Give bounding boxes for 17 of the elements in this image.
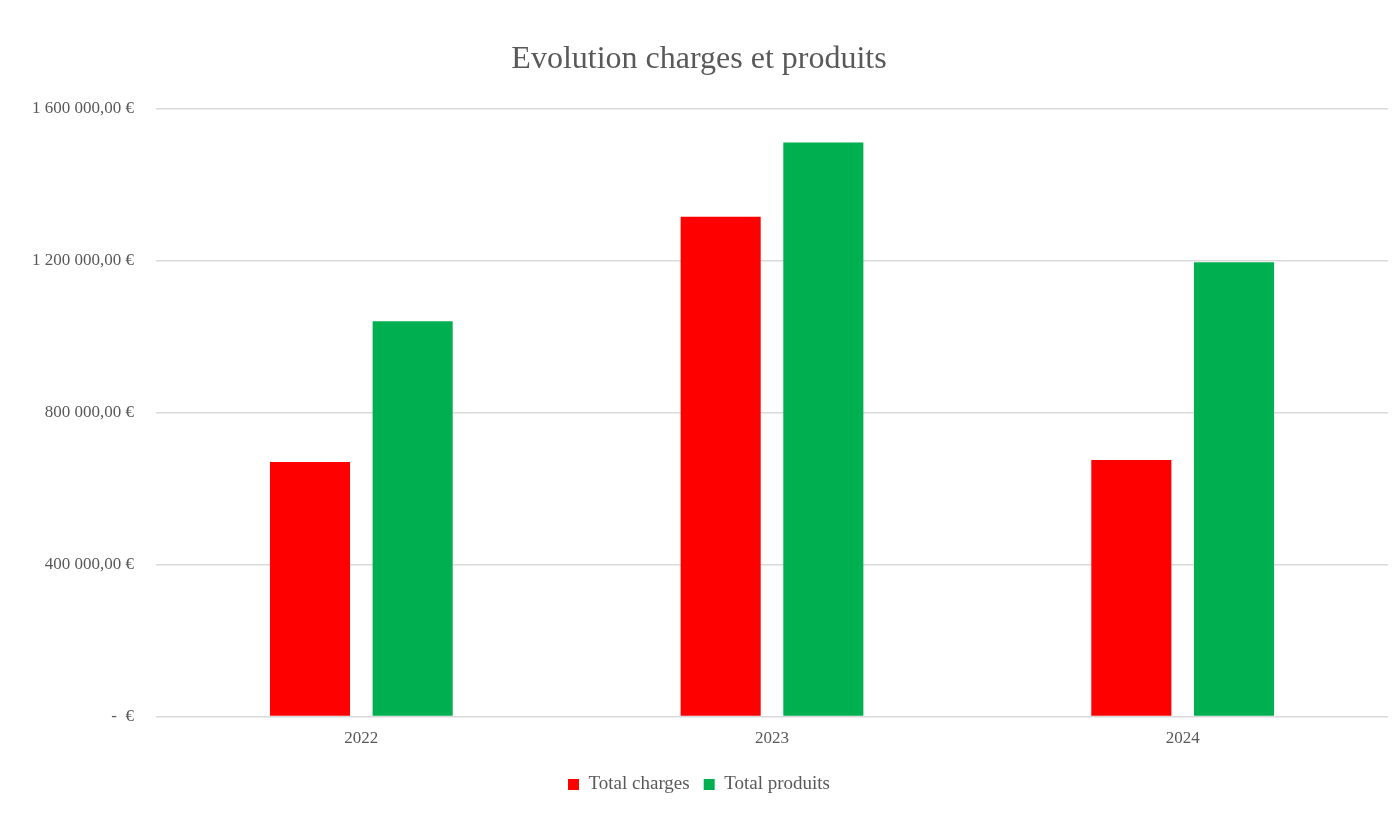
bar — [1091, 460, 1172, 716]
bar — [269, 461, 351, 716]
y-tick-label: 400 000,00 € — [44, 554, 135, 574]
y-tick-label: 1 200 000,00 € — [32, 249, 135, 269]
x-tick-label: 2024 — [1165, 728, 1201, 748]
chart-title: Evolution charges et produits — [511, 38, 887, 75]
y-tick-label: - € — [111, 706, 135, 726]
bar — [372, 321, 453, 716]
x-tick-label: 2022 — [344, 728, 379, 748]
y-tick-label: 800 000,00 € — [44, 401, 135, 421]
bar — [680, 216, 761, 716]
legend-label: Total produits — [724, 772, 831, 794]
bar — [783, 142, 864, 716]
bar — [1193, 262, 1275, 716]
legend-label: Total charges — [588, 772, 690, 794]
x-tick-label: 2023 — [755, 728, 789, 748]
y-tick-label: 1 600 000,00 € — [32, 97, 135, 117]
